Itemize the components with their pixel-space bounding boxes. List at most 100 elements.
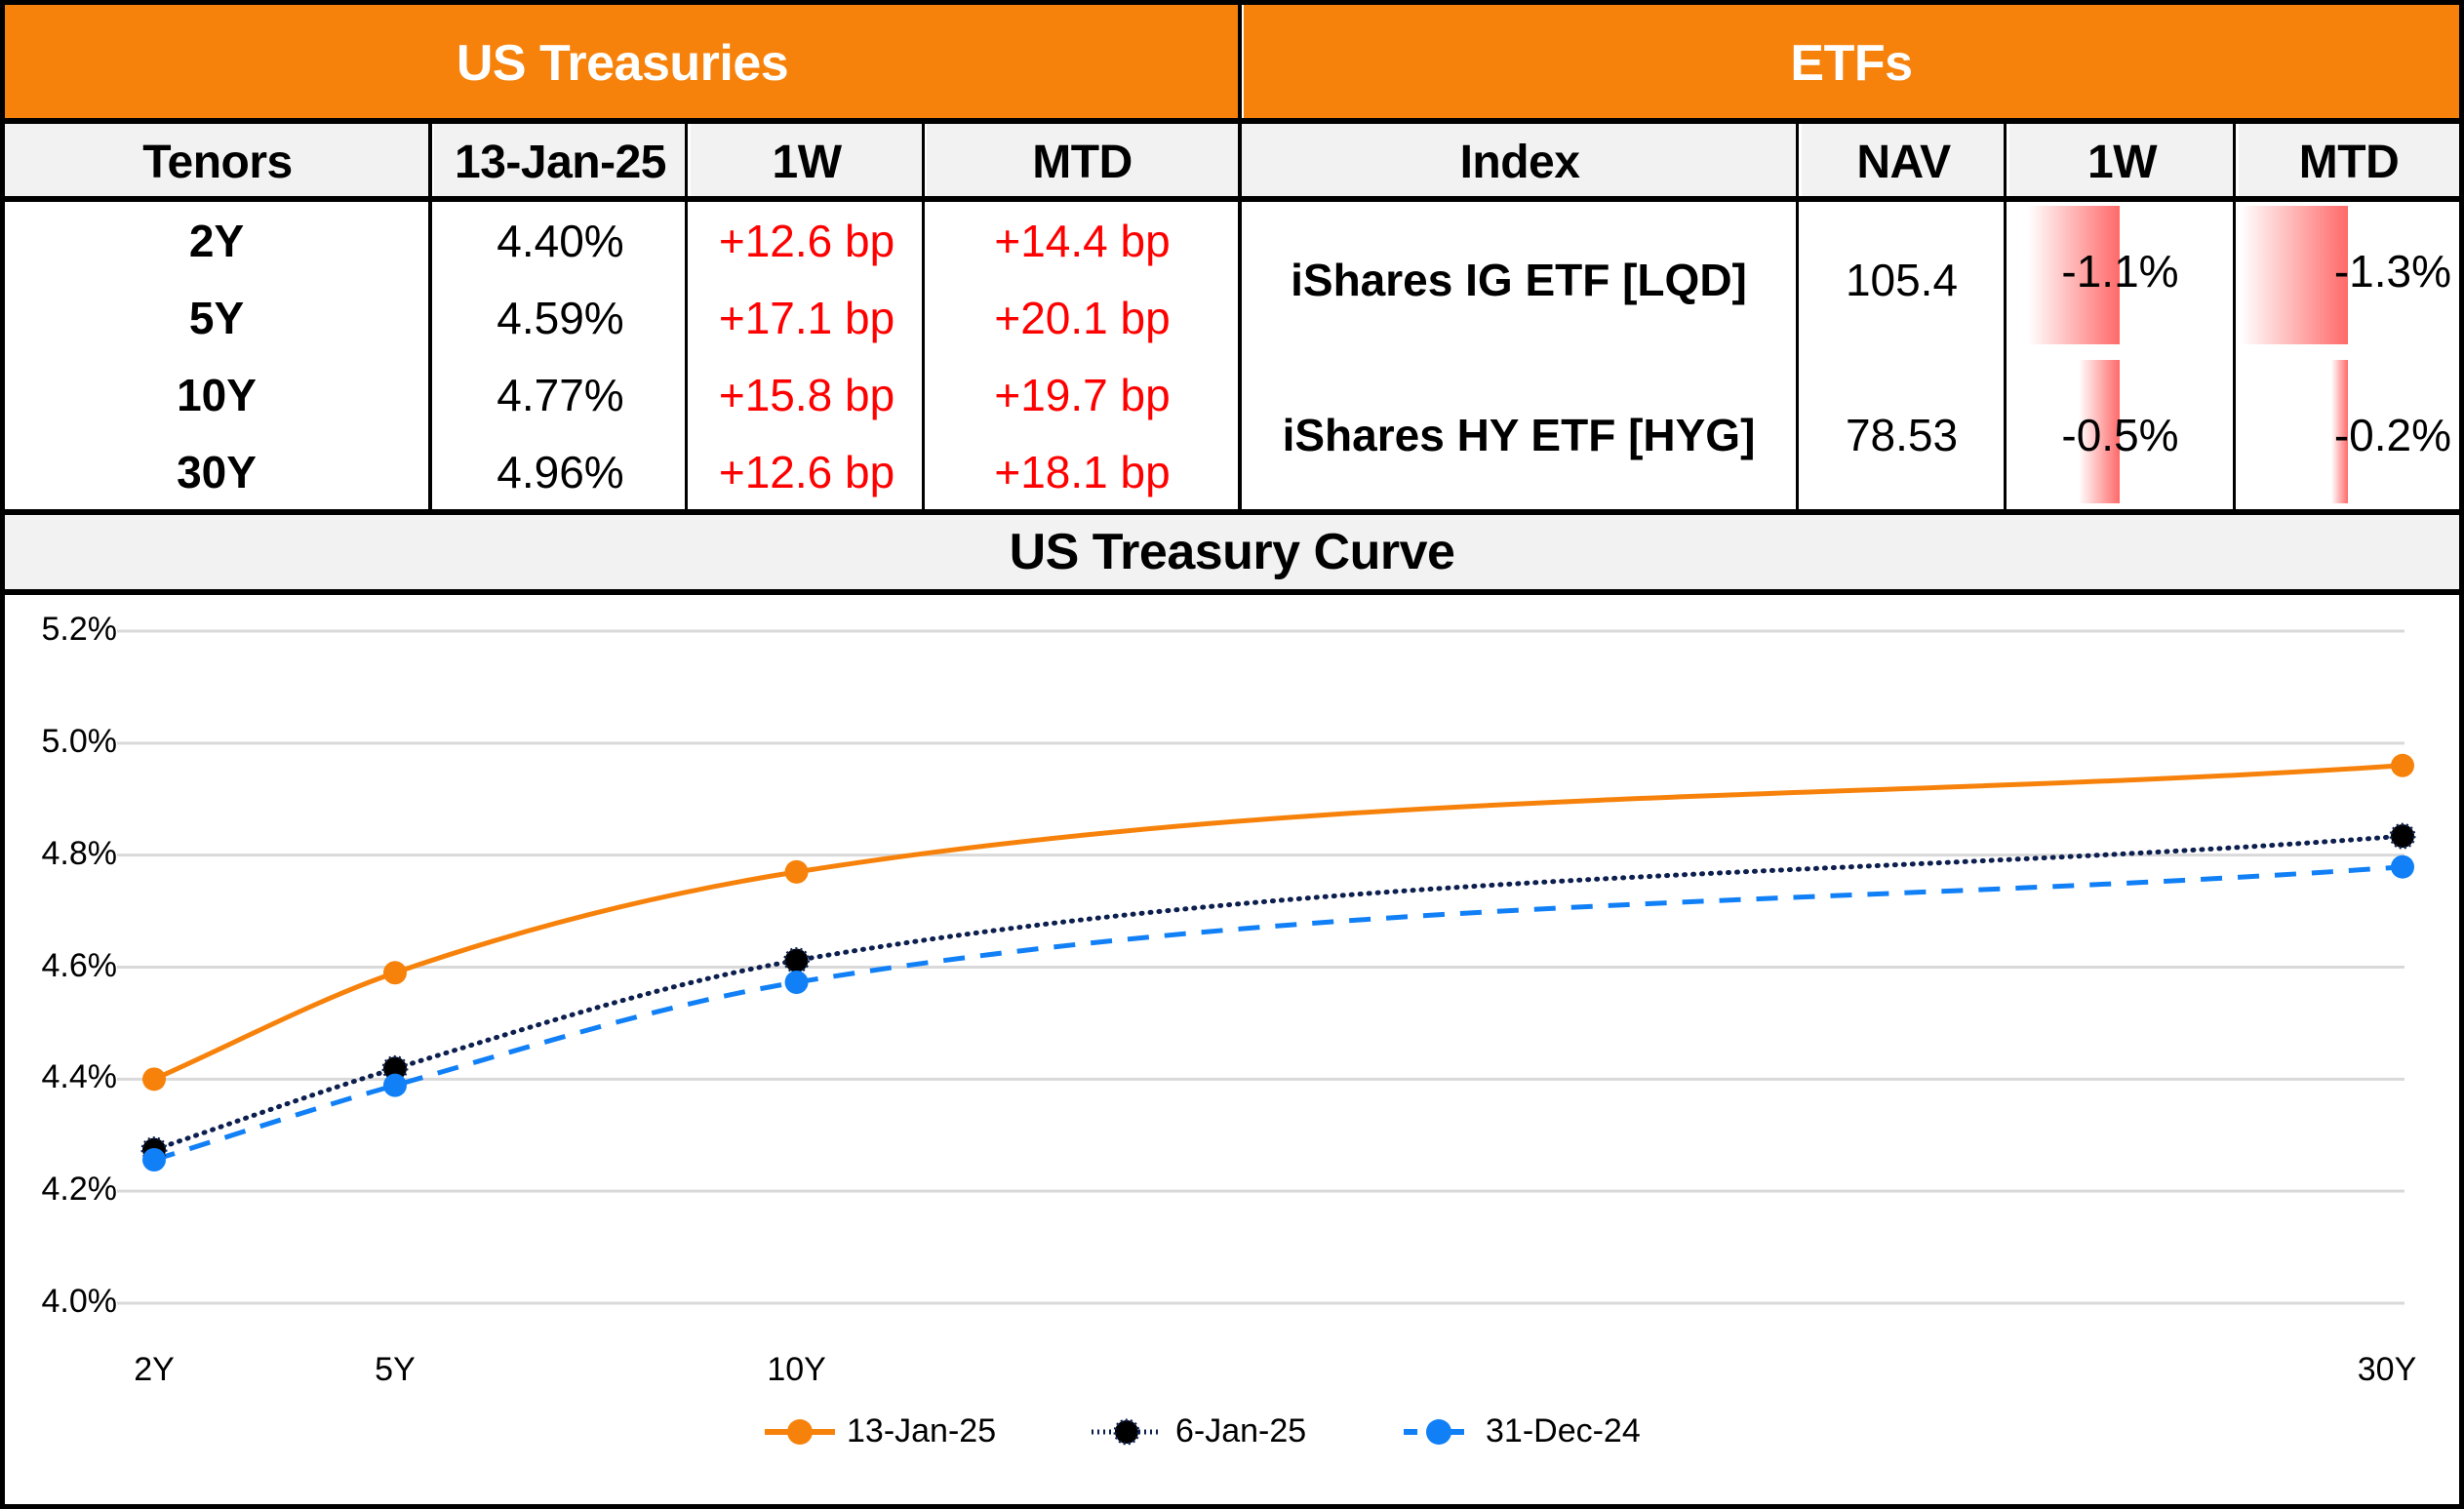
x-tick-label: 10Y <box>767 1351 826 1388</box>
y-tick-label: 4.4% <box>41 1058 118 1096</box>
table-row: iShares HY ETF [HYG] 78.53 -0.5% -0.2% <box>1242 357 2459 512</box>
data-point-6-jan-25-30y <box>2389 822 2416 850</box>
table-row: 5Y 4.59% +17.1 bp +20.1 bp <box>5 279 1238 356</box>
yield-value: 4.96% <box>497 446 624 497</box>
change-1w: +12.6 bp <box>718 446 895 497</box>
col-divider <box>1796 121 1799 512</box>
data-bar-1w <box>2028 206 2121 344</box>
treasuries-header: US Treasuries <box>5 5 1240 121</box>
yield-value: 4.40% <box>497 215 624 266</box>
etf-mtd-value: -0.2% <box>2333 409 2451 460</box>
treasury-curve-chart <box>117 629 2416 1305</box>
legend-swatch-31-dec-24 <box>1404 1419 1474 1445</box>
col-header-index: Index <box>1242 124 1798 200</box>
etf-name: iShares HY ETF [HYG] <box>1282 409 1756 460</box>
series-lines <box>151 763 2405 1163</box>
change-1w: +12.6 bp <box>718 215 895 266</box>
etf-mtd-cell: -0.2% <box>2237 357 2459 512</box>
y-tick-label: 4.2% <box>41 1171 118 1209</box>
change-1w: +17.1 bp <box>718 292 895 343</box>
y-tick-label: 4.8% <box>41 834 118 872</box>
etf-1w-cell: -0.5% <box>2007 357 2233 512</box>
etf-name: iShares IG ETF [LQD] <box>1291 254 1747 305</box>
tenor-label: 2Y <box>188 215 245 266</box>
col-header-etf-1w: 1W <box>2009 124 2235 200</box>
subheader-rule <box>0 196 2464 202</box>
col-divider <box>2004 121 2007 512</box>
legend-swatch-6-jan-25 <box>1092 1418 1162 1446</box>
col-divider <box>2233 121 2236 512</box>
etf-nav: 78.53 <box>1845 409 1959 460</box>
col-divider <box>685 121 688 512</box>
tenor-label: 30Y <box>177 446 257 497</box>
data-point-31-dec-24-30y <box>2391 854 2414 879</box>
data-point-6-jan-25-5y <box>381 1054 409 1082</box>
table-row: 30Y 4.96% +12.6 bp +18.1 bp <box>5 433 1238 510</box>
etfs-table-body: iShares IG ETF [LQD] 105.4 -1.1% -1.3% i… <box>1242 202 2459 512</box>
chart-legend: 13-Jan-25 6-Jan-25 31-Dec-24 <box>761 1408 1736 1456</box>
x-tick-label: 30Y <box>2357 1351 2417 1388</box>
data-point-31-dec-24-5y <box>382 1073 407 1097</box>
data-point-31-dec-24-10y <box>784 971 809 995</box>
treasuries-table-body: 2Y 4.40% +12.6 bp +14.4 bp 5Y 4.59% +17.… <box>5 202 1238 512</box>
chart-title-rule <box>0 589 2464 595</box>
col-header-nav: NAV <box>1802 124 2006 200</box>
data-point-13-jan-25-5y <box>382 961 407 985</box>
tenor-label: 10Y <box>177 369 257 420</box>
col-header-tenors: Tenors <box>5 124 430 200</box>
yield-value: 4.59% <box>497 292 624 343</box>
col-header-etf-mtd: MTD <box>2239 124 2459 200</box>
y-tick-label: 4.0% <box>41 1283 118 1320</box>
legend-label: 31-Dec-24 <box>1486 1412 1641 1449</box>
change-1w: +15.8 bp <box>718 369 895 420</box>
col-header-date: 13-Jan-25 <box>434 124 687 200</box>
y-tick-label: 5.0% <box>41 722 118 760</box>
table-row: iShares IG ETF [LQD] 105.4 -1.1% -1.3% <box>1242 202 2459 357</box>
table-bottom-rule <box>0 509 2464 515</box>
tenor-label: 5Y <box>188 292 245 343</box>
etf-1w-cell: -1.1% <box>2007 202 2233 357</box>
col-divider <box>922 121 925 512</box>
x-tick-label: 2Y <box>134 1351 175 1388</box>
legend-item[interactable]: 6-Jan-25 <box>1088 1408 1380 1456</box>
change-mtd: +20.1 bp <box>994 292 1171 343</box>
col-header-1w: 1W <box>691 124 923 200</box>
legend-label: 13-Jan-25 <box>847 1412 997 1449</box>
y-tick-label: 4.6% <box>41 946 118 984</box>
col-divider <box>428 121 432 512</box>
section-divider <box>1238 5 1242 512</box>
yield-value: 4.77% <box>497 369 624 420</box>
table-row: 10Y 4.77% +15.8 bp +19.7 bp <box>5 356 1238 433</box>
col-header-mtd: MTD <box>927 124 1238 200</box>
data-point-6-jan-25-10y <box>783 947 811 974</box>
data-point-13-jan-25-2y <box>142 1067 166 1092</box>
y-tick-label: 5.2% <box>41 611 118 648</box>
etf-1w-value: -1.1% <box>2061 246 2179 297</box>
legend-item[interactable]: 13-Jan-25 <box>761 1408 1053 1456</box>
chart-title: US Treasury Curve <box>5 515 2459 589</box>
data-point-13-jan-25-30y <box>2391 753 2414 777</box>
etf-1w-value: -0.5% <box>2061 409 2179 460</box>
header-rule <box>0 118 2464 124</box>
legend-item[interactable]: 31-Dec-24 <box>1400 1408 1731 1456</box>
change-mtd: +14.4 bp <box>994 215 1171 266</box>
series-line-31-dec-24 <box>153 864 2404 1163</box>
table-row: 2Y 4.40% +12.6 bp +14.4 bp <box>5 202 1238 279</box>
data-point-31-dec-24-2y <box>142 1148 166 1172</box>
etf-mtd-cell: -1.3% <box>2237 202 2459 357</box>
x-tick-label: 5Y <box>375 1351 416 1388</box>
data-bar-1w <box>2078 360 2121 503</box>
change-mtd: +18.1 bp <box>994 446 1171 497</box>
data-bar-mtd <box>2241 206 2348 344</box>
series-markers <box>140 753 2416 1172</box>
series-line-13-jan-25 <box>152 763 2404 1082</box>
etfs-header: ETFs <box>1244 5 2459 121</box>
series-line-6-jan-25 <box>151 833 2405 1153</box>
change-mtd: +19.7 bp <box>994 369 1171 420</box>
legend-swatch-13-jan-25 <box>765 1419 835 1445</box>
etf-nav: 105.4 <box>1845 254 1959 305</box>
data-point-13-jan-25-10y <box>784 859 809 884</box>
legend-label: 6-Jan-25 <box>1175 1412 1307 1449</box>
gridlines <box>117 629 2404 1305</box>
